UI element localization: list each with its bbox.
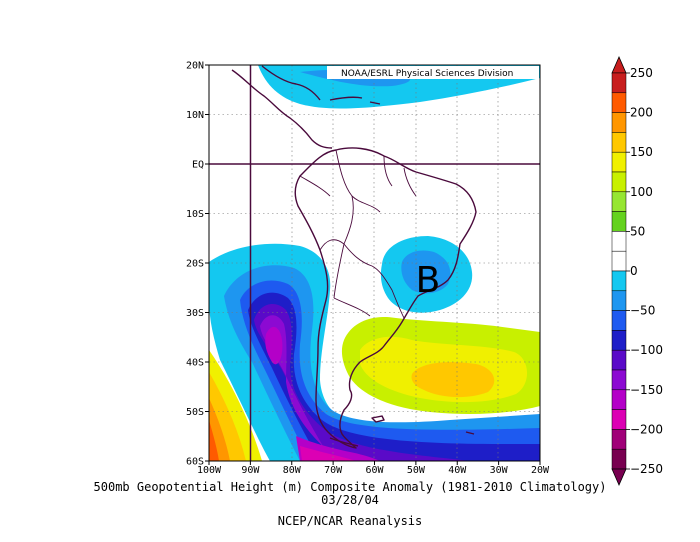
colorbar-bottom-arrow [611,468,627,486]
colorbar-label: 50 [630,224,645,238]
lon-tick-label: 30W [490,465,509,476]
colorbar-swatch [611,330,627,351]
colorbar-swatch [611,409,627,430]
south-america-outline [294,147,477,449]
colorbar-swatch [611,72,627,94]
colorbar-swatch [611,290,627,311]
colorbar-swatch [611,231,627,252]
lat-tick-label: EQ [192,160,204,171]
colorbar-label: −150 [630,383,663,397]
lon-tick-label: 70W [324,465,343,476]
falkland-islands [371,415,385,423]
low-marker-label: B [416,260,441,301]
lat-tick-label: 20S [186,259,204,270]
lon-tick-label: 60W [365,465,384,476]
colorbar-swatch [611,349,627,371]
lat-tick-label: 20N [186,61,204,72]
colorbar-swatch [611,448,627,470]
colorbar-swatch [611,310,627,331]
central-america-outline [231,69,333,149]
colorbar-swatch [611,151,627,173]
reference-lines [209,65,540,461]
lon-tick-label: 80W [283,465,302,476]
lat-tick-label: 10S [186,209,204,220]
colorbar-label: −50 [630,304,655,318]
map-plot: NOAA/ESRL Physical Sciences Division B [209,65,540,461]
colorbar-swatch [611,389,627,410]
colorbar: 250 200 150 100 50 0 −50 −100 −150 −200 −250 [611,56,663,486]
lon-tick-label: 40W [448,465,467,476]
colorbar-label: −200 [630,422,663,436]
colorbar-label: 0 [630,264,638,278]
lon-tick-label: 50W [407,465,426,476]
colorbar-swatch [611,211,627,232]
colorbar-swatch [611,112,627,133]
lat-tick-label: 50S [186,407,204,418]
colorbar-label: −250 [630,462,663,476]
lat-tick-label: 10N [186,110,204,121]
colorbar-swatch [611,191,627,212]
colorbar-swatch [611,369,627,391]
colorbar-swatch [611,270,627,292]
colorbar-label: −100 [630,343,663,357]
tierra-del-fuego [329,437,359,447]
longitude-axis: 100W 90W 80W 70W 60W 50W 40W 30W 20W [197,461,550,476]
lon-tick-label: 100W [197,465,222,476]
colorbar-top-arrow [611,56,627,74]
colorbar-label: 250 [630,66,653,80]
colorbar-label: 150 [630,145,653,159]
country-borders [299,149,417,319]
caption-title: 500mb Geopotential Height (m) Composite … [93,480,607,494]
colorbar-swatch [611,250,627,272]
credit-text: NOAA/ESRL Physical Sciences Division [341,69,513,79]
lat-tick-label: 30S [186,308,204,319]
lon-tick-label: 90W [241,465,260,476]
colorbar-swatch [611,92,627,113]
colorbar-swatch [611,171,627,193]
colorbar-swatch [611,132,627,153]
lat-tick-label: 60S [186,457,204,468]
latitude-axis: 20N 10N EQ 10S 20S 30S 40S 50S 60S [186,61,209,468]
anomaly-shading [209,65,540,461]
colorbar-label: 100 [630,185,653,199]
lon-tick-label: 20W [531,465,550,476]
credit-box: NOAA/ESRL Physical Sciences Division [327,66,539,79]
colorbar-swatch [611,429,627,450]
lat-tick-label: 40S [186,358,204,369]
caption-date: 03/28/04 [321,493,379,507]
caption-source: NCEP/NCAR Reanalysis [277,514,423,528]
colorbar-label: 200 [630,106,653,120]
